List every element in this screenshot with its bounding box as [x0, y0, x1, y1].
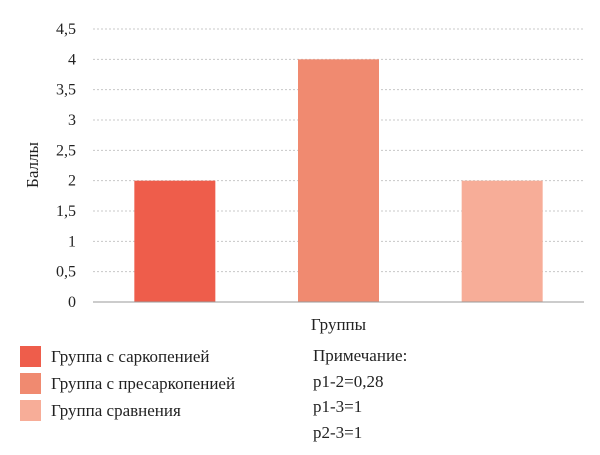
bar: [298, 59, 379, 303]
y-axis-label: Баллы: [23, 142, 42, 188]
note-line: p2-3=1: [313, 422, 363, 442]
legend: Группа с саркопенией Группа с пресаркопе…: [20, 343, 235, 424]
legend-swatch: [20, 373, 41, 394]
note-block: Примечание: p1-2=0,28 p1-3=1 p2-3=1: [313, 343, 407, 445]
legend-label: Группа сравнения: [51, 400, 181, 420]
legend-swatch: [20, 400, 41, 421]
bar: [461, 180, 543, 302]
bars: [134, 59, 543, 303]
legend-swatch: [20, 346, 41, 367]
legend-item-presarcopenia: Группа с пресаркопенией: [20, 370, 235, 397]
bar: [134, 180, 216, 302]
note-line: p1-3=1: [313, 397, 363, 416]
legend-item-comparison: Группа сравнения: [20, 397, 235, 424]
legend-label: Группа с пресаркопенией: [51, 373, 236, 393]
bar-chart: 0 0,5 1 1,5 2 2,5 3 3,5 4 4,5 Баллы Группы: [23, 21, 584, 334]
legend-item-sarcopenia: Группа с саркопенией: [20, 343, 235, 370]
note-line: p1-2=0,28: [313, 371, 384, 391]
y-tick-label: 3,5: [56, 82, 76, 99]
legend-label: Группа с саркопенией: [51, 346, 210, 366]
y-axis-ticks: 0 0,5 1 1,5 2 2,5 3 3,5 4 4,5: [56, 21, 76, 311]
y-tick-label: 2: [68, 173, 76, 190]
note-title: Примечание:: [313, 346, 408, 365]
y-tick-label: 0: [68, 294, 76, 311]
x-axis-label: Группы: [311, 315, 367, 334]
y-tick-label: 1: [68, 233, 76, 250]
y-tick-label: 0,5: [56, 264, 76, 281]
y-tick-label: 2,5: [56, 142, 76, 159]
y-tick-label: 4: [68, 51, 76, 68]
y-tick-label: 3: [68, 112, 76, 129]
y-tick-label: 4,5: [56, 21, 76, 38]
y-tick-label: 1,5: [56, 203, 76, 220]
